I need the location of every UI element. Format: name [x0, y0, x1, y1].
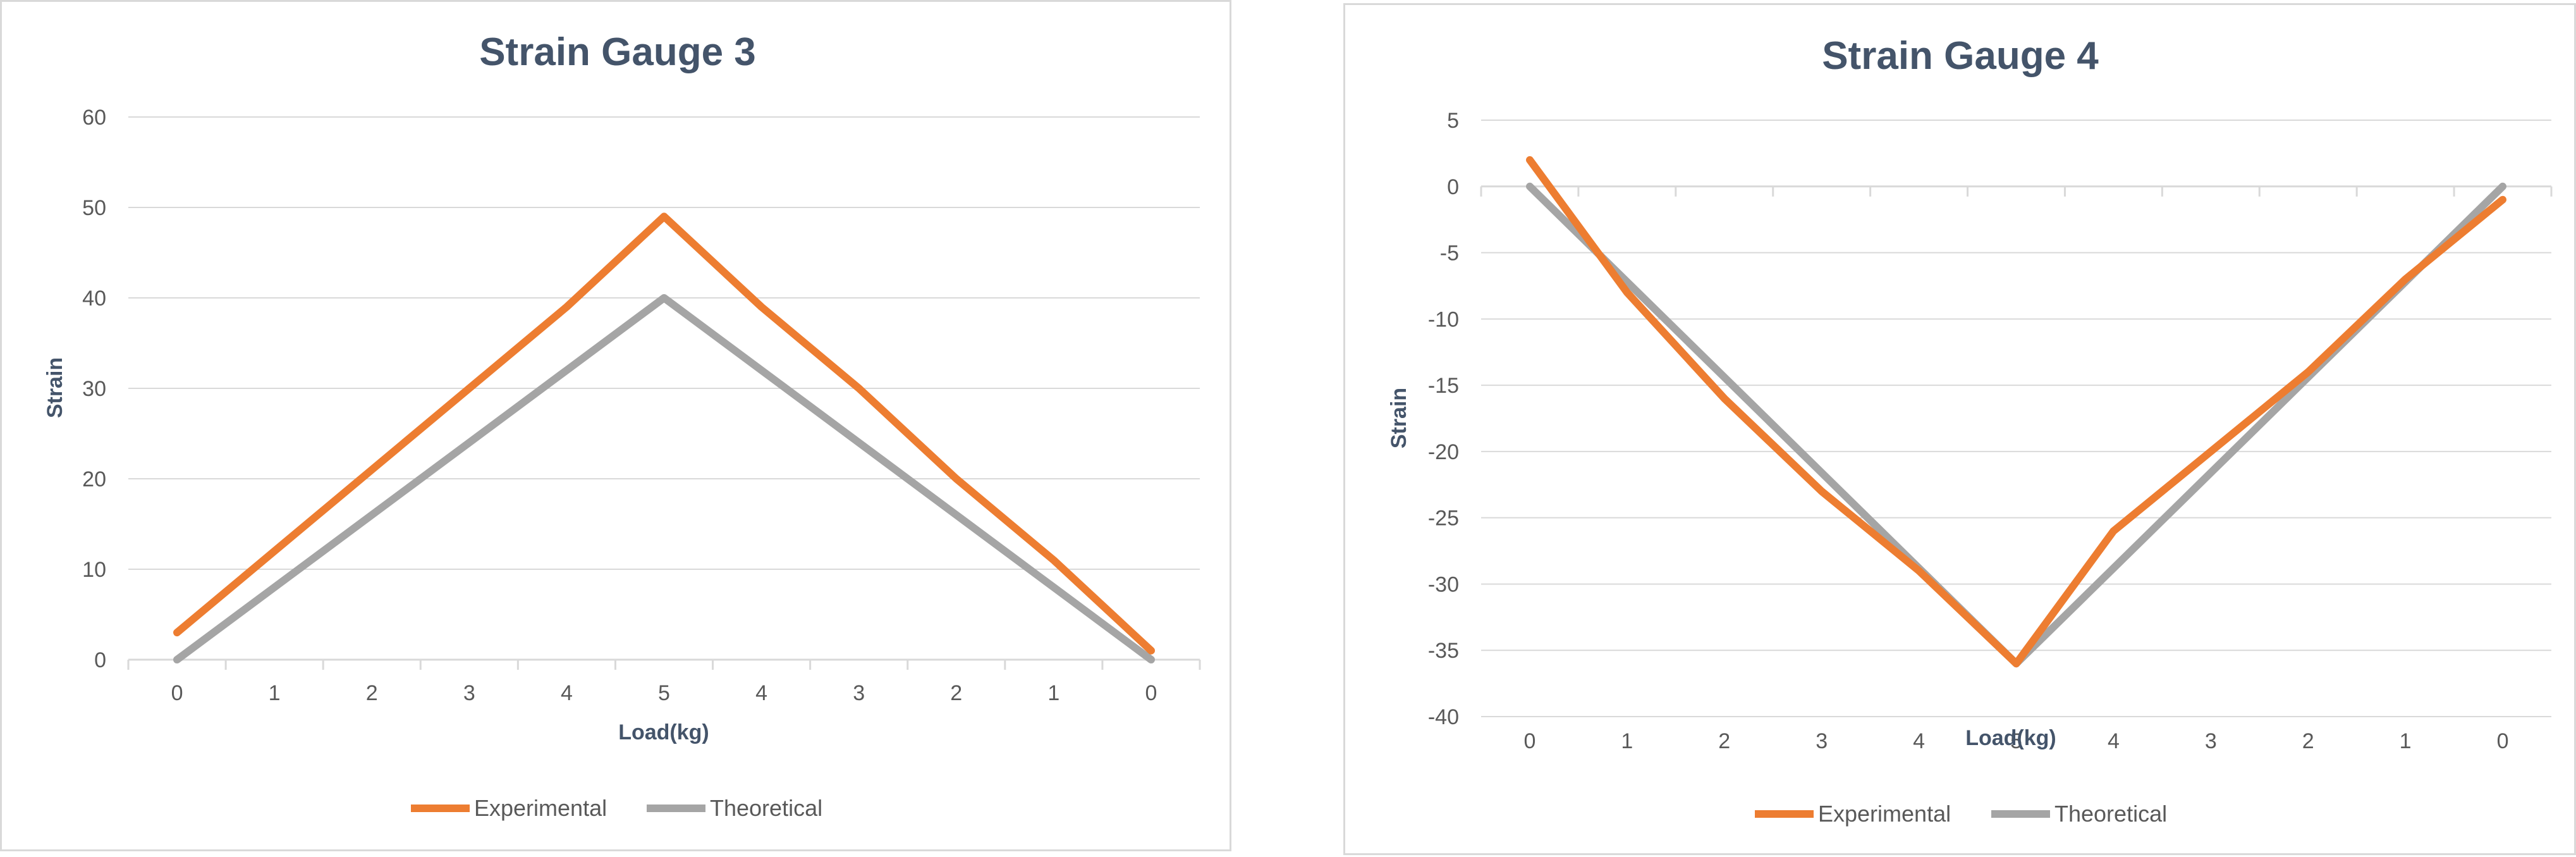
x-tick-label: 0	[171, 681, 183, 705]
y-tick-label: 60	[82, 106, 106, 130]
x-tick-label: 4	[1913, 729, 1925, 753]
x-tick-label: 1	[1047, 681, 1059, 705]
x-tick-label: 2	[366, 681, 378, 705]
x-tick-labels: 0 1 2 3 4 5 4 3 2 1 0	[1523, 729, 2508, 753]
series-lines	[173, 213, 1155, 663]
series-line-theoretical	[173, 294, 1155, 663]
legend-label-theoretical: Theoretical	[2054, 801, 2167, 827]
series-line-theoretical	[1526, 182, 2506, 668]
series-line-experimental	[1526, 156, 2506, 668]
legend-label-experimental: Experimental	[1818, 801, 1951, 827]
x-tick-label: 3	[463, 681, 475, 705]
x-tick-label: 1	[2400, 729, 2412, 753]
x-tick-label: 4	[561, 681, 573, 705]
x-axis-label: Load(kg)	[1965, 726, 2056, 750]
x-tick-labels: 0 1 2 3 4 5 4 3 2 1 0	[171, 681, 1157, 705]
x-tick-label: 1	[1621, 729, 1633, 753]
x-tick-label: 2	[2302, 729, 2314, 753]
x-tick-label: 3	[853, 681, 865, 705]
x-tick-label: 2	[1718, 729, 1730, 753]
x-tick-label: 5	[658, 681, 670, 705]
series-lines	[1526, 156, 2506, 668]
gridlines	[127, 116, 1201, 670]
legend-label-theoretical: Theoretical	[710, 795, 822, 821]
x-tick-label: 3	[2205, 729, 2217, 753]
y-tick-label: 50	[82, 196, 106, 220]
y-tick-label: 10	[82, 558, 106, 582]
y-tick-label: 30	[82, 377, 106, 401]
x-tick-label: 4	[2108, 729, 2120, 753]
y-tick-label: -35	[1428, 639, 1459, 663]
y-tick-labels: 5 0 -5 -10 -15 -20 -25 -30 -35 -40	[1428, 109, 1459, 729]
legend-label-experimental: Experimental	[474, 795, 607, 821]
y-tick-label: 40	[82, 287, 106, 311]
y-tick-label: 0	[94, 648, 106, 672]
y-tick-label: -10	[1428, 307, 1459, 331]
chart-panel-strain-gauge-4: Strain Gauge 4 5 0 -5 -10 -15 -20 -25 -30 -35 -40…	[1343, 3, 2576, 855]
gridlines	[1480, 120, 2553, 717]
x-tick-label: 1	[269, 681, 281, 705]
y-tick-label: 20	[82, 467, 106, 491]
y-tick-label: 5	[1447, 109, 1459, 133]
y-axis-label: Strain	[1387, 388, 1411, 448]
y-tick-labels: 60 50 40 30 20 10 0	[82, 106, 106, 672]
y-tick-label: -25	[1428, 507, 1459, 531]
x-tick-label: 0	[1145, 681, 1157, 705]
x-tick-label: 3	[1816, 729, 1828, 753]
x-tick-label: 2	[950, 681, 962, 705]
y-tick-label: -5	[1440, 242, 1459, 266]
y-tick-label: -15	[1428, 374, 1459, 398]
legend: Experimental Theoretical	[1755, 801, 2167, 827]
y-axis-label: Strain	[43, 357, 67, 418]
chart-svg-strain-gauge-4: Strain Gauge 4 5 0 -5 -10 -15 -20 -25 -30 -35 -40…	[1387, 34, 2553, 827]
x-tick-label: 0	[1523, 729, 1535, 753]
y-tick-label: -20	[1428, 440, 1459, 464]
x-axis-label: Load(kg)	[618, 720, 709, 744]
x-tick-label: 0	[2497, 729, 2509, 753]
x-tick-label: 5	[2010, 729, 2022, 753]
y-tick-label: 0	[1447, 175, 1459, 199]
chart-title: Strain Gauge 4	[1822, 34, 2099, 78]
y-tick-label: -30	[1428, 572, 1459, 596]
chart-title: Strain Gauge 3	[479, 30, 756, 74]
series-line-experimental	[173, 213, 1155, 655]
legend: Experimental Theoretical	[411, 795, 822, 821]
x-tick-label: 4	[755, 681, 767, 705]
y-tick-label: -40	[1428, 705, 1459, 729]
